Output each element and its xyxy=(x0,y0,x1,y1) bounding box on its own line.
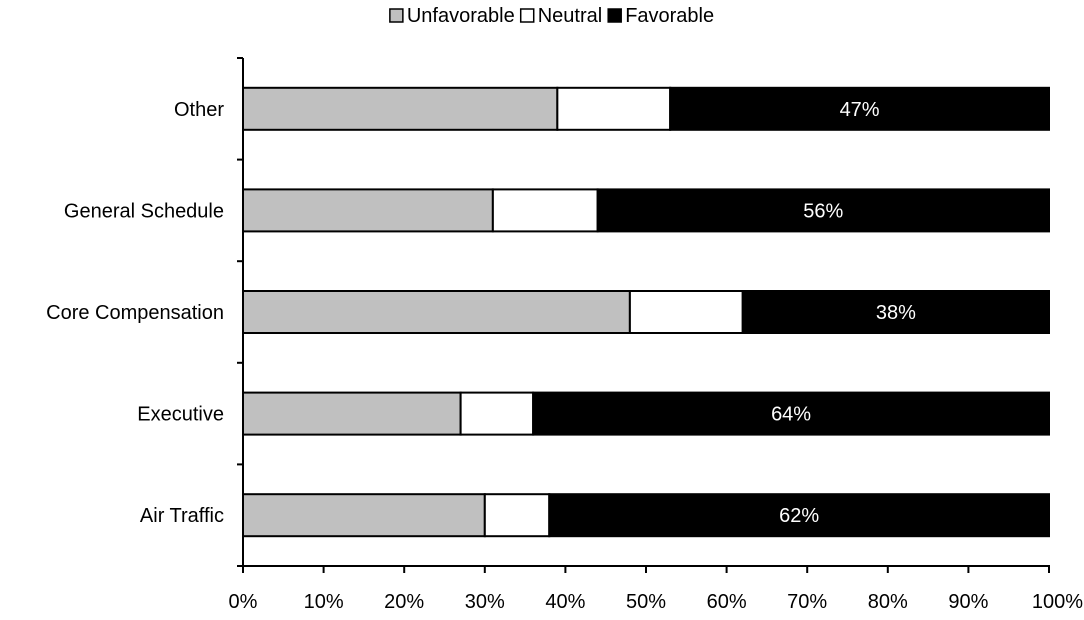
x-tick-label-0: 0% xyxy=(229,591,258,613)
x-tick-label-60: 60% xyxy=(707,591,747,613)
bar-unfavorable-general-schedule xyxy=(242,188,494,233)
x-tick-label-20: 20% xyxy=(384,591,424,613)
category-label-executive: Executive xyxy=(137,404,224,426)
category-label-core-compensation: Core Compensation xyxy=(46,302,224,324)
bar-neutral-core-compensation xyxy=(628,290,744,334)
x-tick-label-10: 10% xyxy=(304,591,344,613)
x-tick-label-80: 80% xyxy=(868,591,908,613)
x-tick-label-40: 40% xyxy=(545,591,585,613)
category-label-air-traffic: Air Traffic xyxy=(140,505,224,527)
bars: 47% 56% 38% 64% 62% xyxy=(242,86,1051,538)
category-label-general-schedule: General Schedule xyxy=(64,200,224,222)
bar-favorable-core-compensation xyxy=(741,290,1050,334)
bar-neutral-general-schedule xyxy=(491,188,599,233)
bar-neutral-executive xyxy=(459,391,535,436)
x-tick-label-30: 30% xyxy=(465,591,505,613)
bar-favorable-executive xyxy=(532,391,1050,436)
data-label-general-schedule: 56% xyxy=(803,200,843,222)
bar-unfavorable-air-traffic xyxy=(242,493,486,538)
axes: Other General Schedule Core Compensation Ex… xyxy=(46,57,1083,613)
legend-label-favorable: Favorable xyxy=(625,5,714,27)
bar-unfavorable-core-compensation xyxy=(242,290,631,334)
bar-favorable-air-traffic xyxy=(548,493,1051,538)
legend-label-unfavorable: Unfavorable xyxy=(407,5,515,27)
x-tick-label-70: 70% xyxy=(787,591,827,613)
data-label-executive: 64% xyxy=(771,404,811,426)
bar-neutral-air-traffic xyxy=(483,493,551,538)
bar-unfavorable-executive xyxy=(242,391,462,436)
legend: Unfavorable Neutral Favorable xyxy=(389,5,714,27)
legend-swatch-favorable xyxy=(607,8,622,23)
legend-swatch-neutral xyxy=(519,8,535,23)
data-label-core-compensation: 38% xyxy=(876,302,916,324)
data-label-air-traffic: 62% xyxy=(779,505,819,527)
x-tick-label-90: 90% xyxy=(948,591,988,613)
bar-unfavorable-other xyxy=(242,86,559,131)
category-label-other: Other xyxy=(174,99,224,121)
legend-swatch-unfavorable xyxy=(389,8,404,23)
x-tick-label-50: 50% xyxy=(626,591,666,613)
bar-favorable-other xyxy=(669,86,1050,131)
bar-favorable-general-schedule xyxy=(596,188,1050,233)
x-tick-label-100: 100% xyxy=(1032,591,1083,613)
legend-label-neutral: Neutral xyxy=(538,5,602,27)
data-label-other: 47% xyxy=(840,99,880,121)
bar-neutral-other xyxy=(556,86,672,131)
